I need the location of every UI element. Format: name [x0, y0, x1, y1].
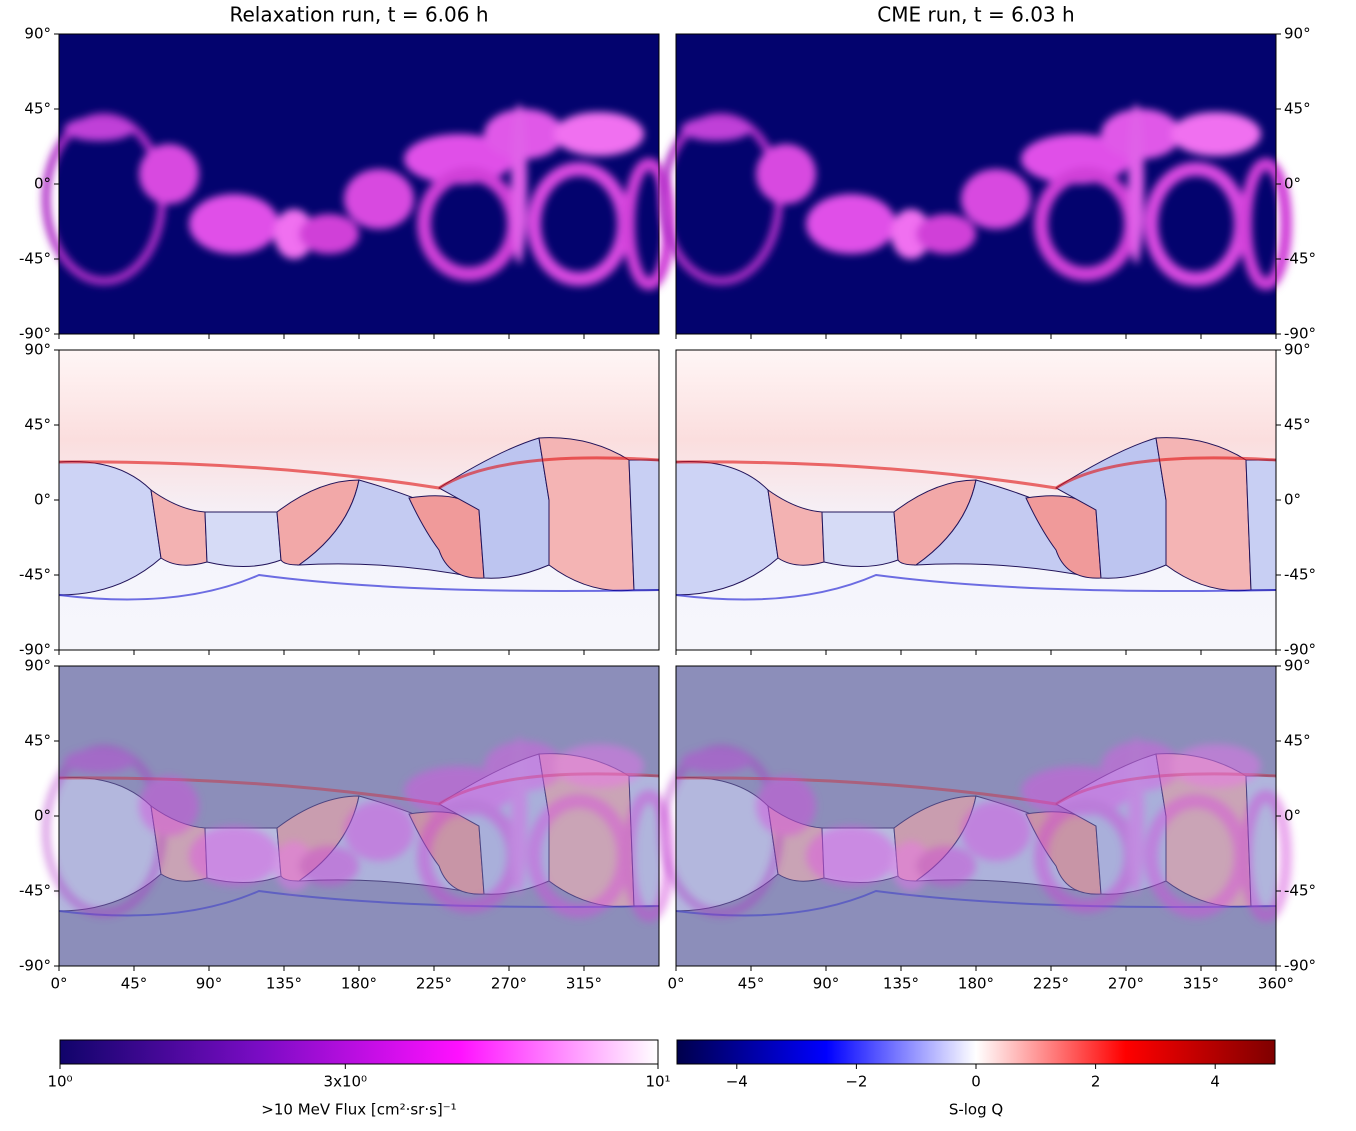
x-tick-label: 45°: [738, 975, 765, 993]
y-tick-label: -45°: [19, 566, 51, 584]
figure: Relaxation run, t = 6.06 h 90° 45° 0° -45° -9…: [0, 0, 1356, 1127]
map-image: [46, 34, 669, 334]
y-tick-label: 0°: [1284, 175, 1301, 193]
x-tick-label: 135°: [883, 975, 919, 993]
y-tick-label: 45°: [24, 416, 51, 434]
y-tick-label: 90°: [24, 25, 51, 43]
colorbar-label: S-log Q: [949, 1101, 1003, 1119]
y-tick-label: -90°: [19, 957, 51, 975]
y-tick-label: -90°: [1284, 957, 1316, 975]
x-tick-label: 225°: [416, 975, 452, 993]
map-image: [663, 34, 1286, 334]
y-tick-label: 45°: [1284, 100, 1311, 118]
colorbar: [677, 1040, 1275, 1064]
x-tick-label: 0°: [667, 975, 684, 993]
x-tick-label: 270°: [1108, 975, 1144, 993]
y-tick-label: 0°: [1284, 491, 1301, 509]
y-tick-label: 0°: [34, 807, 51, 825]
y-tick-label: 45°: [24, 100, 51, 118]
y-tick-label: -45°: [1284, 882, 1316, 900]
colorbar-tick-label: 4: [1210, 1073, 1220, 1091]
colorbar-tick-label: 10¹: [645, 1073, 670, 1091]
y-tick-label: 45°: [1284, 416, 1311, 434]
y-tick-label: 90°: [24, 657, 51, 675]
x-tick-label: 315°: [1183, 975, 1219, 993]
x-tick-label: 315°: [566, 975, 602, 993]
panel-title: CME run, t = 6.03 h: [877, 3, 1074, 27]
map-image: [676, 350, 1276, 650]
colorbar-tick-label: −4: [726, 1073, 748, 1091]
colorbar-label: >10 MeV Flux [cm²·sr·s]⁻¹: [261, 1101, 456, 1119]
y-tick-label: 90°: [24, 341, 51, 359]
x-tick-label: 90°: [196, 975, 223, 993]
x-tick-label: 180°: [341, 975, 377, 993]
y-tick-label: 0°: [34, 175, 51, 193]
colorbar-tick-label: 10⁰: [47, 1073, 72, 1091]
y-tick-label: -45°: [19, 250, 51, 268]
map-image: [46, 666, 669, 966]
x-tick-label: 225°: [1033, 975, 1069, 993]
panel-title: Relaxation run, t = 6.06 h: [229, 3, 488, 27]
colorbar: [60, 1040, 658, 1064]
x-tick-label: 180°: [958, 975, 994, 993]
y-tick-label: 0°: [34, 491, 51, 509]
x-tick-label: 270°: [491, 975, 527, 993]
y-tick-label: 45°: [24, 732, 51, 750]
colorbar-tick-label: 0: [971, 1073, 981, 1091]
map-image: [663, 666, 1286, 966]
colorbar-tick-label: −2: [845, 1073, 867, 1091]
x-tick-label: 135°: [266, 975, 302, 993]
x-tick-label: 90°: [813, 975, 840, 993]
y-tick-label: 45°: [1284, 732, 1311, 750]
y-tick-label: 90°: [1284, 341, 1311, 359]
y-tick-label: 90°: [1284, 657, 1311, 675]
colorbar-tick-label: 2: [1091, 1073, 1101, 1091]
x-tick-label: 360°: [1258, 975, 1294, 993]
colorbar-tick-label: 3x10⁰: [324, 1073, 368, 1091]
y-tick-label: -45°: [1284, 566, 1316, 584]
y-tick-label: -45°: [19, 882, 51, 900]
y-tick-label: 0°: [1284, 807, 1301, 825]
y-tick-label: 90°: [1284, 25, 1311, 43]
map-image: [59, 350, 659, 650]
x-tick-label: 45°: [121, 975, 148, 993]
y-tick-label: -45°: [1284, 250, 1316, 268]
x-tick-label: 0°: [50, 975, 67, 993]
